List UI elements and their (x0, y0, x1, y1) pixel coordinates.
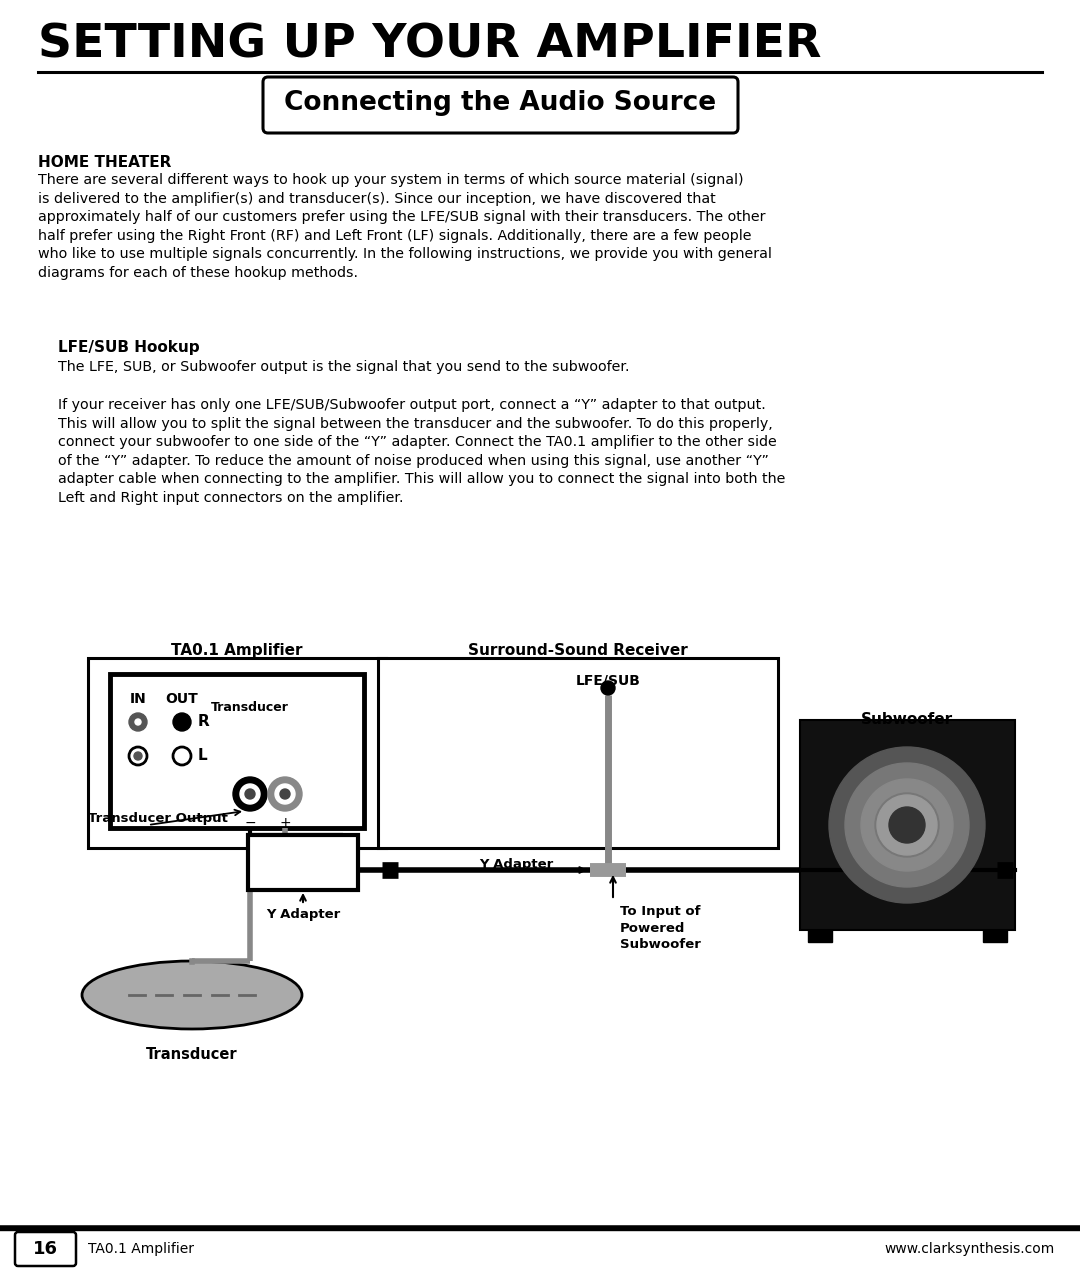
Text: L: L (198, 748, 207, 763)
Text: IN: IN (130, 692, 147, 706)
Text: Y Adapter: Y Adapter (478, 858, 553, 871)
FancyBboxPatch shape (264, 77, 738, 133)
Circle shape (877, 795, 937, 855)
Text: OUT: OUT (165, 692, 199, 706)
Text: Surround-Sound Receiver: Surround-Sound Receiver (468, 643, 688, 658)
Text: LFE/SUB Hookup: LFE/SUB Hookup (58, 340, 200, 355)
Circle shape (899, 817, 915, 833)
Circle shape (173, 713, 191, 730)
Text: 16: 16 (32, 1240, 57, 1258)
Bar (87, 658, 386, 848)
Text: TA0.1 Amplifier: TA0.1 Amplifier (172, 643, 302, 658)
Text: Subwoofer: Subwoofer (861, 713, 953, 727)
Circle shape (268, 777, 302, 812)
Bar (800, 720, 1015, 929)
Text: HOME THEATER: HOME THEATER (38, 155, 172, 170)
Text: −: − (244, 817, 256, 831)
Circle shape (280, 789, 291, 799)
Circle shape (861, 779, 953, 871)
Circle shape (889, 806, 924, 843)
Circle shape (600, 681, 615, 695)
Text: If your receiver has only one LFE/SUB/Subwoofer output port, connect a “Y” adapt: If your receiver has only one LFE/SUB/Su… (58, 398, 785, 505)
Text: +: + (280, 817, 291, 831)
Text: Transducer: Transducer (146, 1047, 238, 1063)
Circle shape (829, 747, 985, 903)
Circle shape (135, 719, 141, 725)
Text: To Input of
Powered
Subwoofer: To Input of Powered Subwoofer (620, 905, 701, 951)
Circle shape (233, 777, 267, 812)
Text: www.clarksynthesis.com: www.clarksynthesis.com (885, 1241, 1055, 1257)
Text: Connecting the Audio Source: Connecting the Audio Source (284, 90, 716, 115)
Circle shape (845, 763, 969, 888)
Ellipse shape (82, 961, 302, 1030)
FancyBboxPatch shape (15, 1232, 76, 1265)
Bar (110, 675, 364, 828)
Bar (808, 929, 832, 942)
Text: Transducer: Transducer (211, 701, 289, 714)
Circle shape (134, 752, 141, 760)
Bar (248, 836, 357, 890)
Text: TA0.1 Amplifier: TA0.1 Amplifier (87, 1241, 194, 1257)
Circle shape (875, 792, 939, 857)
Circle shape (245, 789, 255, 799)
Text: LFE/SUB: LFE/SUB (576, 675, 640, 689)
Bar (983, 929, 1007, 942)
Text: The LFE, SUB, or Subwoofer output is the signal that you send to the subwoofer.: The LFE, SUB, or Subwoofer output is the… (58, 360, 630, 374)
Bar (378, 658, 778, 848)
Text: Transducer Output: Transducer Output (87, 812, 228, 825)
Circle shape (240, 784, 260, 804)
Text: Y Adapter: Y Adapter (266, 908, 340, 921)
Text: SETTING UP YOUR AMPLIFIER: SETTING UP YOUR AMPLIFIER (38, 22, 822, 67)
Text: There are several different ways to hook up your system in terms of which source: There are several different ways to hook… (38, 172, 772, 280)
Circle shape (129, 713, 147, 730)
Text: R: R (198, 714, 210, 729)
Circle shape (275, 784, 295, 804)
Circle shape (889, 806, 924, 843)
